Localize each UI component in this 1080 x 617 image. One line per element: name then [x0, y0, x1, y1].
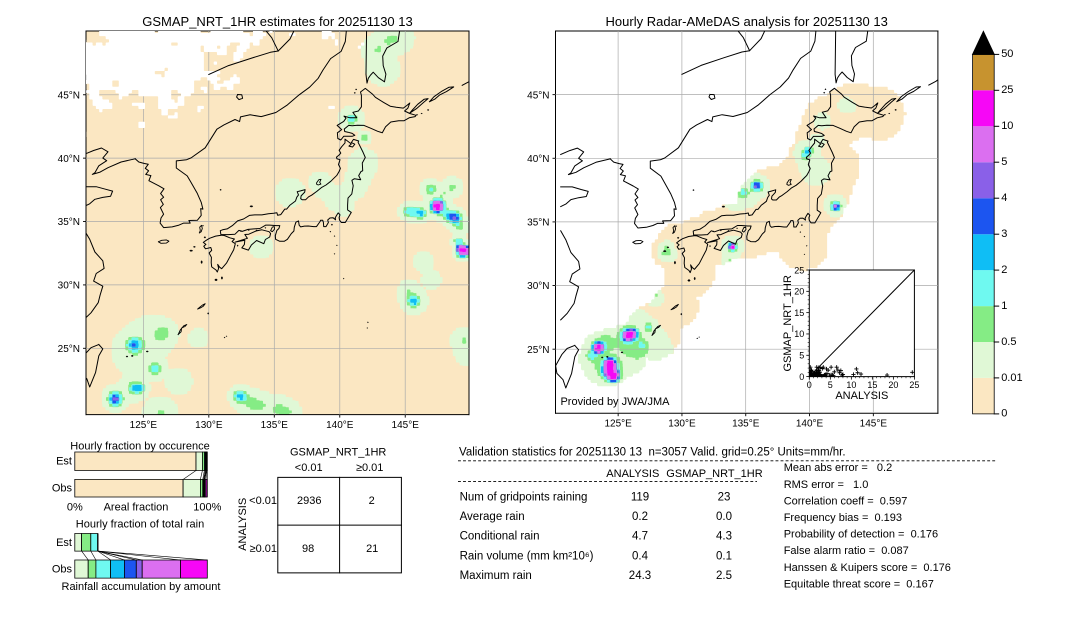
svg-text:GSMAP_NRT_1HR: GSMAP_NRT_1HR: [290, 447, 386, 459]
svg-text:Rainfall accumulation by amoun: Rainfall accumulation by amount: [62, 581, 221, 593]
svg-text:20: 20: [888, 380, 898, 390]
svg-text:25: 25: [794, 265, 804, 275]
svg-text:40°N: 40°N: [527, 154, 549, 165]
svg-text:Areal fraction: Areal fraction: [104, 502, 169, 514]
svg-text:GSMAP_NRT_1HR estimates for 20: GSMAP_NRT_1HR estimates for 20251130 13: [142, 14, 413, 29]
svg-text:119: 119: [631, 491, 649, 503]
svg-text:Provided by JWA/JMA: Provided by JWA/JMA: [560, 396, 670, 408]
svg-text:24.3: 24.3: [629, 570, 651, 582]
svg-text:Rain volume (mm km²10⁶): Rain volume (mm km²10⁶): [460, 550, 594, 562]
svg-text:0.0: 0.0: [716, 511, 732, 523]
svg-text:145°E: 145°E: [392, 420, 420, 431]
svg-text:Obs: Obs: [52, 564, 73, 576]
svg-text:Hourly Radar-AMeDAS analysis f: Hourly Radar-AMeDAS analysis for 2025113…: [606, 14, 888, 29]
svg-text:Hanssen & Kuipers score = 0.1: Hanssen & Kuipers score = 0.176: [784, 562, 951, 574]
svg-text:Average rain: Average rain: [460, 511, 525, 523]
svg-text:15: 15: [867, 380, 877, 390]
svg-text:145°E: 145°E: [860, 418, 888, 429]
svg-text:135°E: 135°E: [732, 418, 760, 429]
svg-text:Conditional rain: Conditional rain: [460, 531, 540, 543]
svg-text:98: 98: [302, 543, 314, 555]
svg-text:4.7: 4.7: [632, 531, 648, 543]
svg-text:0.5: 0.5: [1001, 336, 1016, 348]
svg-text:5: 5: [1001, 156, 1007, 168]
svg-text:135°E: 135°E: [261, 420, 289, 431]
svg-text:Obs: Obs: [52, 483, 73, 495]
svg-text:0: 0: [1001, 408, 1007, 420]
svg-text:130°E: 130°E: [195, 420, 223, 431]
svg-text:Num of gridpoints raining: Num of gridpoints raining: [460, 491, 588, 503]
svg-text:≥0.01: ≥0.01: [356, 462, 383, 474]
svg-text:25°N: 25°N: [58, 344, 80, 355]
svg-text:ANALYSIS: ANALYSIS: [606, 468, 659, 480]
svg-text:125°E: 125°E: [130, 420, 158, 431]
svg-text:GSMAP_NRT_1HR: GSMAP_NRT_1HR: [666, 468, 762, 480]
svg-text:<0.01: <0.01: [249, 495, 277, 507]
svg-text:25: 25: [1001, 84, 1013, 96]
svg-text:0: 0: [807, 380, 812, 390]
svg-text:25°N: 25°N: [527, 345, 549, 356]
svg-text:2936: 2936: [297, 495, 321, 507]
svg-text:False alarm ratio = 0.087: False alarm ratio = 0.087: [784, 545, 909, 557]
svg-text:45°N: 45°N: [527, 90, 549, 101]
svg-text:Est: Est: [56, 537, 72, 549]
svg-text:10: 10: [794, 329, 804, 339]
svg-text:Hourly fraction of total rain: Hourly fraction of total rain: [76, 519, 204, 531]
svg-text:2: 2: [369, 495, 375, 507]
svg-text:5: 5: [828, 380, 833, 390]
svg-text:0.01: 0.01: [1001, 372, 1022, 384]
svg-text:0.1: 0.1: [716, 550, 732, 562]
svg-text:40°N: 40°N: [58, 154, 80, 165]
svg-text:130°E: 130°E: [668, 418, 696, 429]
svg-text:Validation statistics for 2025: Validation statistics for 20251130 13 n=…: [459, 447, 846, 459]
svg-text:23: 23: [718, 491, 731, 503]
svg-text:15: 15: [794, 308, 804, 318]
svg-text:140°E: 140°E: [326, 420, 354, 431]
svg-text:Frequency bias = 0.193: Frequency bias = 0.193: [784, 512, 902, 524]
svg-text:140°E: 140°E: [796, 418, 824, 429]
svg-text:Hourly fraction by occurence: Hourly fraction by occurence: [70, 441, 209, 453]
svg-text:Correlation coeff = 0.597: Correlation coeff = 0.597: [784, 495, 908, 507]
svg-text:25: 25: [909, 380, 919, 390]
svg-text:1: 1: [1001, 300, 1007, 312]
svg-text:Maximum rain: Maximum rain: [460, 570, 532, 582]
svg-text:≥0.01: ≥0.01: [250, 543, 277, 555]
svg-text:2.5: 2.5: [716, 570, 732, 582]
svg-text:50: 50: [1001, 48, 1013, 60]
svg-text:0.2: 0.2: [632, 511, 648, 523]
svg-text:4.3: 4.3: [716, 531, 732, 543]
svg-text:0: 0: [799, 372, 804, 382]
svg-text:5: 5: [799, 351, 804, 361]
svg-text:10: 10: [1001, 120, 1013, 132]
svg-text:<0.01: <0.01: [295, 462, 323, 474]
svg-text:4: 4: [1001, 192, 1007, 204]
svg-text:ANALYSIS: ANALYSIS: [237, 498, 249, 551]
svg-text:Est: Est: [56, 456, 72, 468]
svg-text:ANALYSIS: ANALYSIS: [835, 390, 888, 402]
svg-text:30°N: 30°N: [58, 281, 80, 292]
svg-text:21: 21: [366, 543, 378, 555]
svg-text:10: 10: [846, 380, 856, 390]
svg-text:125°E: 125°E: [604, 418, 632, 429]
svg-text:0.4: 0.4: [632, 550, 649, 562]
svg-text:Equitable threat score = 0.16: Equitable threat score = 0.167: [784, 578, 934, 590]
svg-text:GSMAP_NRT_1HR: GSMAP_NRT_1HR: [782, 275, 794, 371]
svg-text:0%: 0%: [67, 502, 83, 514]
svg-text:3: 3: [1001, 228, 1007, 240]
svg-text:Mean abs error = 0.2: Mean abs error = 0.2: [784, 462, 893, 474]
svg-text:20: 20: [794, 287, 804, 297]
svg-text:30°N: 30°N: [527, 281, 549, 292]
svg-text:RMS error = 1.0: RMS error = 1.0: [784, 479, 869, 491]
svg-text:2: 2: [1001, 264, 1007, 276]
svg-text:Probability of detection = 0.: Probability of detection = 0.176: [784, 529, 938, 541]
svg-text:45°N: 45°N: [58, 90, 80, 101]
svg-text:100%: 100%: [193, 502, 221, 514]
svg-text:35°N: 35°N: [527, 218, 549, 229]
svg-text:35°N: 35°N: [58, 217, 80, 228]
